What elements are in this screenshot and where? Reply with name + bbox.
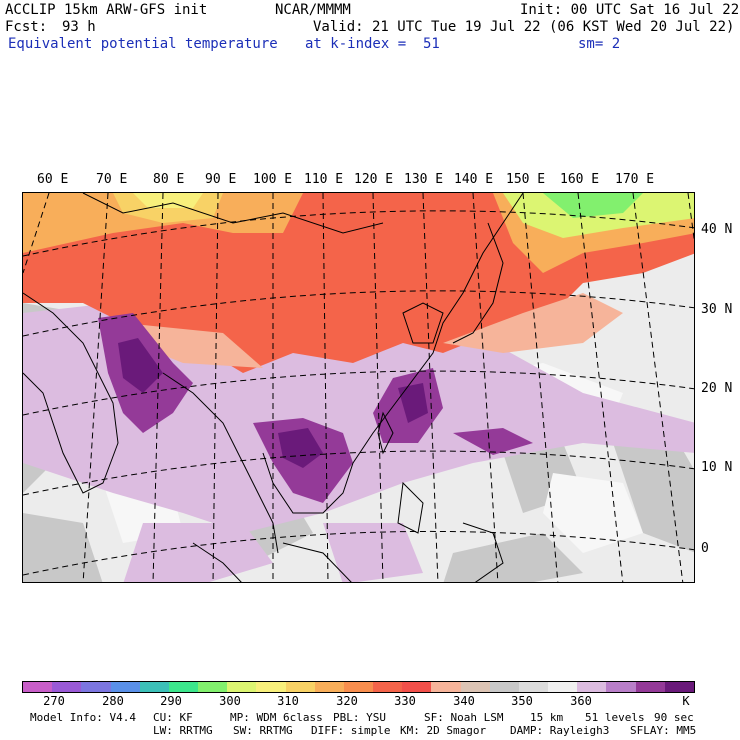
footer-model-info: Model Info: V4.4 <box>30 711 136 724</box>
colorbar-swatch <box>431 682 461 692</box>
colorbar-swatch <box>314 682 344 692</box>
lon-label: 130 E <box>404 172 444 187</box>
lat-label: 10 N <box>701 460 733 475</box>
footer-diff: DIFF: simple <box>311 724 391 737</box>
colorbar-swatch <box>373 682 403 692</box>
colorbar-swatch <box>460 682 490 692</box>
yellow-region <box>133 193 203 208</box>
footer-cu: CU: KF <box>153 711 193 724</box>
dark-purple-cores <box>118 338 428 468</box>
lon-label: 170 E <box>615 172 655 187</box>
colorbar-tick: 320 <box>336 694 358 708</box>
colorbar-tick: 350 <box>511 694 533 708</box>
colorbar-tick: 300 <box>219 694 241 708</box>
lat-label: 40 N <box>701 222 733 237</box>
footer-km: KM: 2D Smagor <box>400 724 487 737</box>
footer-sw: SW: RRTMG <box>233 724 293 737</box>
green-region <box>543 193 643 218</box>
colorbar-tick: 360 <box>570 694 592 708</box>
colorbar-swatch <box>139 682 169 692</box>
colorbar-tick: 330 <box>394 694 416 708</box>
init-time: Init: 00 UTC Sat 16 Jul 22 <box>520 2 740 18</box>
colorbar-swatch <box>664 682 694 692</box>
footer-mp: MP: WDM 6class <box>230 711 323 724</box>
colorbar-unit: K <box>682 694 690 708</box>
colorbar-swatch <box>635 682 665 692</box>
colorbar-tick: 290 <box>160 694 182 708</box>
footer-damp: DAMP: Rayleigh3 <box>510 724 610 737</box>
footer-pbl: PBL: YSU <box>333 711 386 724</box>
colorbar-tick: 340 <box>453 694 475 708</box>
colorbar-swatch <box>577 682 607 692</box>
theta-e-map <box>22 192 695 583</box>
level-index: at k-index = 51 <box>305 36 440 52</box>
colorbar-swatch <box>52 682 82 692</box>
lon-label: 140 E <box>454 172 494 187</box>
colorbar-swatch <box>343 682 374 692</box>
footer-resolution: 15 km <box>530 711 564 724</box>
lon-label: 120 E <box>354 172 394 187</box>
salmon-region <box>443 293 623 353</box>
smoothing-label: sm= 2 <box>578 36 621 52</box>
colorbar-swatch <box>227 682 257 692</box>
lat-label: 0 <box>701 541 709 556</box>
footer-sf: SF: Noah LSM <box>424 711 504 724</box>
lon-label: 100 E <box>253 172 293 187</box>
forecast-hour: 93 h <box>62 19 96 35</box>
colorbar-tick: 310 <box>277 694 299 708</box>
colorbar-swatch <box>606 682 636 692</box>
valid-time: Valid: 21 UTC Tue 19 Jul 22 (06 KST Wed … <box>313 19 735 35</box>
colorbar-swatch <box>23 682 53 692</box>
organization-label: NCAR/MMMM <box>275 2 351 18</box>
colorbar-swatch <box>198 682 228 692</box>
colorbar-swatch <box>518 682 549 692</box>
map-canvas <box>23 193 694 582</box>
lon-label: 70 E <box>96 172 128 187</box>
colorbar-swatch <box>402 682 432 692</box>
footer-lw: LW: RRTMG <box>153 724 213 737</box>
lon-label: 150 E <box>506 172 546 187</box>
lon-label: 110 E <box>304 172 344 187</box>
lat-label: 30 N <box>701 302 733 317</box>
lat-label: 20 N <box>701 381 733 396</box>
colorbar-swatch <box>110 682 140 692</box>
colorbar-swatch <box>285 682 315 692</box>
colorbar-swatch <box>548 682 578 692</box>
lon-label: 60 E <box>37 172 69 187</box>
footer-timestep: 90 sec <box>654 711 694 724</box>
yellow-green-region <box>503 193 694 238</box>
colorbar-swatch <box>168 682 199 692</box>
salmon-region-west <box>123 323 263 368</box>
lon-label: 160 E <box>560 172 600 187</box>
forecast-label: Fcst: <box>5 19 48 35</box>
field-name: Equivalent potential temperature <box>8 36 278 52</box>
graticule <box>23 193 694 582</box>
colorbar-swatch <box>81 682 111 692</box>
footer-levels: 51 levels <box>585 711 645 724</box>
colorbar-swatch <box>256 682 286 692</box>
colorbar-tick: 270 <box>43 694 65 708</box>
lon-label: 90 E <box>205 172 237 187</box>
lon-label: 80 E <box>153 172 185 187</box>
model-title: ACCLIP 15km ARW-GFS init <box>5 2 208 18</box>
colorbar <box>22 681 695 693</box>
colorbar-swatch <box>489 682 519 692</box>
footer-sflay: SFLAY: MM5 <box>630 724 697 737</box>
colorbar-tick: 280 <box>102 694 124 708</box>
